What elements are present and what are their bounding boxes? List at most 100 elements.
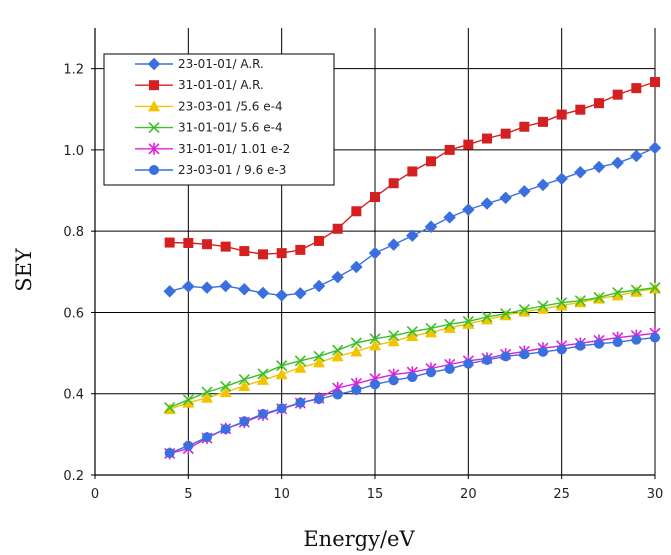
data-point bbox=[517, 185, 531, 198]
legend-marker bbox=[149, 80, 159, 91]
data-point bbox=[537, 300, 549, 312]
data-point bbox=[462, 317, 475, 329]
data-point bbox=[388, 375, 399, 386]
legend-box bbox=[103, 53, 335, 186]
data-point bbox=[463, 358, 474, 369]
data-point bbox=[202, 432, 212, 443]
legend-label: 23-01-01/ A.R. bbox=[178, 57, 264, 71]
data-point bbox=[405, 229, 419, 243]
data-point bbox=[351, 385, 362, 396]
data-point bbox=[220, 380, 232, 392]
data-point bbox=[594, 98, 604, 109]
data-point bbox=[332, 389, 343, 400]
series-1 bbox=[163, 141, 662, 302]
data-point bbox=[537, 302, 549, 314]
legend: 23-01-01/ A.R. 31-01-01/ A.R. 23-03-01 /5.… bbox=[103, 53, 335, 186]
y-axis-title: SEY bbox=[12, 247, 36, 292]
data-point bbox=[611, 156, 625, 170]
data-point bbox=[444, 363, 455, 374]
data-point bbox=[574, 295, 586, 307]
data-point bbox=[629, 149, 643, 163]
data-point bbox=[182, 396, 195, 408]
data-point bbox=[258, 409, 268, 420]
data-point bbox=[575, 340, 586, 351]
data-point bbox=[164, 448, 175, 459]
data-point bbox=[555, 172, 569, 186]
x-tick-label: 30 bbox=[647, 487, 664, 502]
data-point bbox=[648, 141, 662, 155]
data-point bbox=[650, 77, 660, 88]
data-point bbox=[593, 291, 605, 303]
data-point bbox=[538, 346, 548, 357]
data-point bbox=[314, 235, 324, 246]
data-point bbox=[164, 401, 176, 414]
data-point bbox=[556, 297, 568, 309]
data-point bbox=[256, 286, 270, 300]
data-point bbox=[257, 368, 269, 380]
data-point bbox=[202, 239, 212, 250]
legend-item: 31-01-01/ A.R. bbox=[135, 78, 264, 92]
data-point bbox=[538, 116, 548, 127]
x-tick-label: 20 bbox=[460, 487, 477, 502]
data-point bbox=[387, 238, 401, 251]
data-point bbox=[201, 386, 213, 398]
legend-marker bbox=[148, 100, 160, 112]
data-point bbox=[351, 206, 362, 217]
data-point bbox=[573, 165, 587, 179]
data-point bbox=[555, 299, 568, 311]
data-point bbox=[426, 156, 436, 167]
data-point bbox=[295, 244, 306, 255]
data-point bbox=[611, 289, 624, 301]
data-point bbox=[257, 373, 269, 385]
data-point bbox=[536, 178, 550, 192]
data-point bbox=[349, 260, 363, 274]
x-tick-label: 5 bbox=[184, 487, 192, 502]
data-point bbox=[276, 403, 287, 414]
data-point bbox=[575, 104, 586, 115]
data-point bbox=[482, 133, 492, 144]
data-point bbox=[461, 203, 475, 216]
data-point bbox=[183, 237, 194, 248]
data-point bbox=[237, 282, 251, 296]
data-point bbox=[276, 248, 287, 259]
data-point bbox=[480, 197, 494, 210]
x-tick-label: 15 bbox=[367, 487, 384, 502]
data-point bbox=[612, 286, 624, 299]
data-point bbox=[258, 249, 268, 260]
legend-item: 23-03-01 /5.6 e-4 bbox=[135, 99, 283, 113]
data-point bbox=[462, 315, 474, 327]
data-point bbox=[239, 246, 250, 257]
data-point bbox=[499, 191, 513, 205]
data-point bbox=[482, 354, 492, 365]
data-point bbox=[182, 394, 194, 406]
data-point bbox=[463, 139, 474, 150]
data-point bbox=[518, 305, 531, 317]
data-point bbox=[519, 349, 530, 360]
data-point bbox=[631, 83, 642, 94]
data-point bbox=[369, 333, 381, 345]
data-point bbox=[219, 279, 233, 293]
data-point bbox=[444, 144, 455, 155]
data-point bbox=[293, 287, 307, 300]
data-point bbox=[443, 321, 456, 333]
data-point bbox=[406, 330, 419, 342]
data-point bbox=[630, 284, 642, 296]
data-point bbox=[650, 332, 660, 343]
data-point bbox=[518, 304, 530, 316]
data-point bbox=[295, 397, 306, 408]
data-point bbox=[370, 192, 380, 203]
data-point bbox=[443, 211, 457, 224]
legend-item: 23-03-01 / 9.6 e-3 bbox=[135, 163, 286, 177]
data-point bbox=[312, 279, 326, 293]
data-point bbox=[425, 326, 437, 338]
data-point bbox=[331, 350, 344, 362]
data-point bbox=[313, 356, 325, 368]
series-6 bbox=[164, 332, 660, 459]
data-point bbox=[181, 280, 195, 293]
legend-label: 31-01-01/ 5.6 e-4 bbox=[178, 121, 283, 135]
x-tick-label: 0 bbox=[91, 487, 99, 502]
data-point bbox=[332, 344, 344, 356]
data-point bbox=[444, 318, 456, 330]
data-point bbox=[220, 424, 231, 435]
